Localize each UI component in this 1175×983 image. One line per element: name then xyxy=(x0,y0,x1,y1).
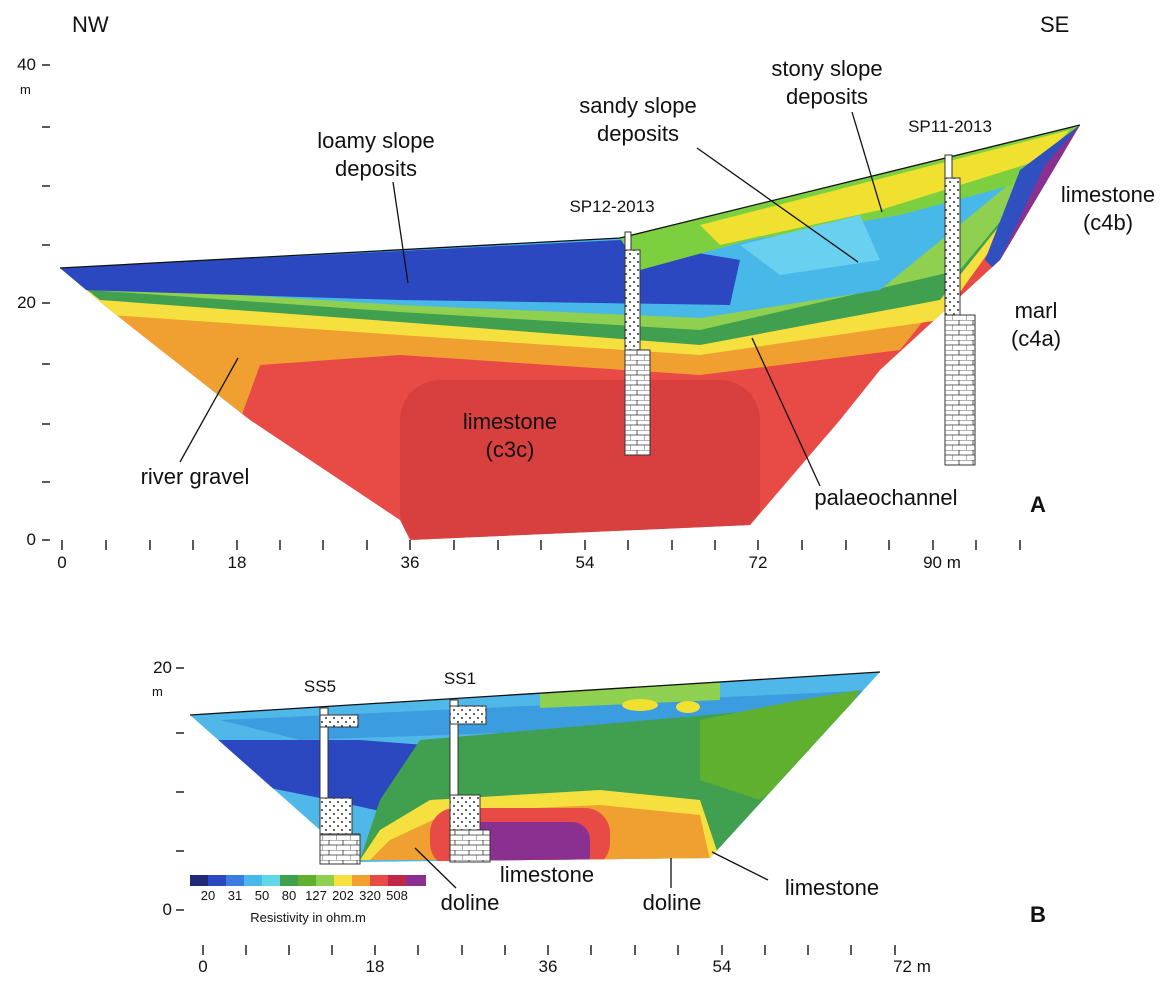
axes-b xyxy=(176,667,896,955)
x-tick-label: 54 xyxy=(576,553,595,572)
borehole xyxy=(319,699,491,865)
legend-title: Resistivity in ohm.m xyxy=(250,910,366,925)
y-tick-label: 20 xyxy=(17,293,36,312)
borehole-label: SP11-2013 xyxy=(908,117,992,136)
annotation-line: sandy slope xyxy=(579,93,696,118)
x-tick-label: 72 m xyxy=(893,957,931,976)
annotation-line: river gravel xyxy=(141,464,250,489)
legend-label: 127 xyxy=(305,888,327,903)
legend-label: 20 xyxy=(201,888,215,903)
x-tick-label: 90 m xyxy=(923,553,961,572)
borehole-label: SS5 xyxy=(304,677,336,696)
y-tick-label: 20 xyxy=(153,658,172,677)
x-tick-label: 18 xyxy=(228,553,247,572)
borehole-label: SS1 xyxy=(444,669,476,688)
x-tick-label: 18 xyxy=(366,957,385,976)
y-tick-label: 40 xyxy=(17,55,36,74)
x-tick-label: 72 xyxy=(749,553,768,572)
annotation-line: limestone xyxy=(463,409,557,434)
legend-label: 31 xyxy=(228,888,242,903)
annotation-line: deposits xyxy=(597,121,679,146)
leader-lines xyxy=(414,847,769,889)
borehole-label: SP12-2013 xyxy=(569,197,654,216)
borehole xyxy=(624,154,976,466)
annotation-line: (c4a) xyxy=(1011,326,1061,351)
axes-a xyxy=(42,64,1021,550)
y-unit: m xyxy=(152,684,163,699)
annotation-line: limestone xyxy=(1061,182,1155,207)
legend-label: 202 xyxy=(332,888,354,903)
annotation-line: stony slope xyxy=(771,56,882,81)
x-tick-label: 0 xyxy=(198,957,207,976)
legend-label: 320 xyxy=(359,888,381,903)
annotation-line: marl xyxy=(1015,298,1058,323)
annotation-line: (c4b) xyxy=(1083,210,1133,235)
annotation: limestone xyxy=(500,862,594,887)
y-unit: m xyxy=(20,82,31,97)
x-tick-label: 0 xyxy=(57,553,66,572)
panel-label: B xyxy=(1030,902,1046,927)
annotation-line: palaeochannel xyxy=(814,485,957,510)
annotation: doline xyxy=(441,890,500,915)
legend-label: 50 xyxy=(255,888,269,903)
x-tick-label: 36 xyxy=(539,957,558,976)
annotation: limestone xyxy=(785,875,879,900)
annotation-line: (c3c) xyxy=(486,437,535,462)
annotation-line: deposits xyxy=(786,84,868,109)
annotation: doline xyxy=(643,890,702,915)
panel-label: A xyxy=(1030,492,1046,517)
legend-label: 508 xyxy=(386,888,408,903)
direction-label: SE xyxy=(1040,12,1069,37)
annotation-line: deposits xyxy=(335,156,417,181)
x-tick-label: 36 xyxy=(401,553,420,572)
y-tick-label: 0 xyxy=(163,900,172,919)
y-tick-label: 0 xyxy=(27,530,36,549)
legend-label: 80 xyxy=(282,888,296,903)
section-b xyxy=(190,672,880,862)
colorbar xyxy=(190,875,426,886)
direction-label: NW xyxy=(72,12,109,37)
leader-lines xyxy=(179,111,883,487)
annotation: loamy slope deposits sandy slope deposit… xyxy=(141,56,1155,510)
annotation-line: loamy slope xyxy=(317,128,434,153)
x-tick-label: 54 xyxy=(713,957,732,976)
